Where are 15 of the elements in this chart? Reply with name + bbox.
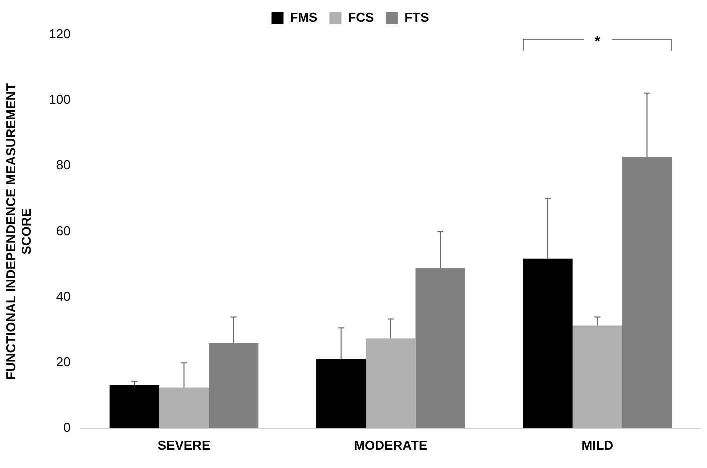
y-tick-label: 100 (49, 92, 71, 108)
y-tick-label: 60 (56, 223, 71, 238)
y-tick-label: 40 (56, 288, 71, 304)
legend-label: FTS (404, 10, 430, 26)
y-axis-title: FUNCTIONAL INDEPENDENCE MEASUREMENT SCORE (3, 83, 34, 380)
y-tick-label: 0 (64, 420, 71, 435)
x-tick-label: MILD (582, 438, 614, 453)
y-tick-label: 120 (49, 26, 71, 42)
x-tick-label: SEVERE (158, 438, 211, 453)
annotation: * (594, 32, 601, 49)
legend-label: FCS (348, 10, 375, 26)
y-tick-label: 20 (56, 354, 71, 370)
legend-label: FMS (290, 10, 318, 26)
y-tick-label: 80 (56, 158, 71, 173)
x-tick-label: MODERATE (354, 438, 428, 453)
